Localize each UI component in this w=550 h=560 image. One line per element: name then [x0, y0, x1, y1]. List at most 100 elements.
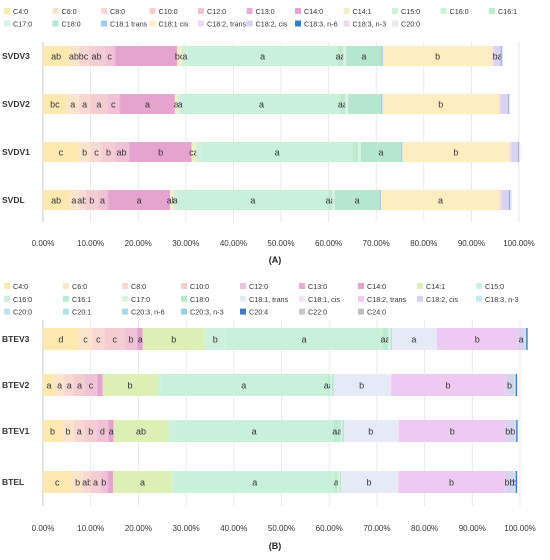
legend-swatch	[63, 283, 69, 289]
bar-segment	[69, 190, 79, 210]
bar-segment	[330, 374, 333, 396]
legend-swatch	[295, 8, 301, 14]
bar-segment	[204, 328, 226, 350]
legend-label: C13:0	[256, 7, 275, 16]
x-tick-label: 30.00%	[173, 524, 200, 533]
bar-segment	[78, 142, 91, 162]
legend-label: C14:0	[367, 282, 386, 291]
legend-swatch	[299, 308, 305, 315]
legend-swatch	[149, 8, 156, 14]
bar-data-label: a	[334, 478, 339, 488]
bar-segment	[504, 374, 515, 396]
bar-data-label: bc	[79, 52, 89, 62]
bar-segment	[508, 94, 510, 114]
legend-label: C20:0	[13, 308, 32, 317]
bar-segment	[337, 471, 340, 493]
bar-segment	[514, 471, 516, 493]
category-label: BTEV2	[2, 380, 30, 390]
bar-data-label: b	[435, 52, 440, 62]
legend-swatch	[476, 283, 482, 289]
bar-segment	[43, 142, 79, 162]
bar-segment	[54, 374, 65, 396]
bar-segment	[516, 420, 518, 442]
bar-data-label: a	[241, 381, 246, 391]
bar-segment	[128, 142, 130, 162]
x-tick-label: 0.00%	[32, 239, 55, 248]
legend-swatch	[63, 295, 69, 302]
bar-segment	[177, 94, 183, 114]
bar-segment	[494, 46, 501, 66]
bar-data-label: a	[361, 52, 366, 62]
bar-segment	[327, 374, 331, 396]
bar-segment	[104, 46, 115, 66]
bar-data-label: b	[507, 381, 512, 391]
bar-segment	[340, 420, 343, 442]
bar-segment	[345, 94, 349, 114]
bar-segment	[492, 46, 495, 66]
bar-segment	[177, 190, 329, 210]
bar-data-label: a	[252, 478, 257, 488]
legend-label: C18:1 cis	[159, 20, 189, 29]
legend-swatch	[52, 20, 59, 27]
legend-label: C18:3, n-6	[304, 20, 338, 29]
legend-label: C20:0	[401, 20, 420, 29]
legend-label: C13:0	[308, 282, 327, 291]
bar-segment	[517, 328, 525, 350]
bar-data-label: a	[178, 100, 183, 110]
x-tick-label: 40.00%	[220, 239, 247, 248]
bar-segment	[102, 142, 115, 162]
category-label: BTEL	[2, 477, 24, 487]
bar-segment	[83, 471, 91, 493]
bar-segment	[332, 374, 334, 396]
legend-swatch	[240, 283, 246, 289]
bar-segment	[84, 420, 97, 442]
bar-data-label: bb	[505, 427, 515, 437]
bar-segment	[396, 471, 399, 493]
bar-data-label: aa	[380, 335, 390, 345]
bar-data-label: aa	[338, 100, 348, 110]
bar-segment	[78, 328, 93, 350]
bar-segment	[125, 328, 137, 350]
bar-data-label: ab	[69, 52, 79, 62]
bar-segment	[174, 94, 178, 114]
bar-segment	[509, 190, 511, 210]
legend-swatch	[240, 308, 246, 315]
chart-panel-b: C4:0 C6:0 C8:0 C10:0 C12:0 C13:0 C14:0 C14:1 C15…	[2, 282, 536, 551]
bar-data-label: b	[101, 478, 106, 488]
category-label: BTEV1	[2, 426, 30, 436]
legend-swatch	[299, 295, 305, 302]
bar-segment	[333, 420, 341, 442]
bar-segment	[191, 142, 197, 162]
bar-segment	[160, 374, 328, 396]
bar-data-label: a	[77, 427, 82, 437]
bar-segment	[514, 420, 517, 442]
legend-label: C17:0	[131, 295, 150, 304]
bar-segment	[174, 471, 335, 493]
bar-data-label: a	[138, 335, 143, 345]
bar-segment	[360, 142, 401, 162]
bar-segment	[398, 471, 505, 493]
bar-data-label: b	[445, 381, 450, 391]
x-tick-label: 100.00%	[503, 239, 535, 248]
bar-data-label: ab	[136, 427, 146, 437]
bar-data-label: c	[96, 335, 101, 345]
bar-data-label: a	[145, 100, 150, 110]
legend-label: C18:1 trans	[110, 20, 148, 29]
bar-data-label: aa	[325, 196, 335, 206]
bar-data-label: ab	[117, 148, 127, 158]
bar-data-label: b	[438, 100, 443, 110]
bar-data-label: a	[109, 427, 114, 437]
bar-segment	[69, 46, 79, 66]
bar-segment	[96, 420, 108, 442]
bar-data-label: a	[70, 100, 75, 110]
bar-segment	[499, 190, 503, 210]
x-tick-label: 80.00%	[411, 524, 438, 533]
bar-segment	[518, 142, 519, 162]
bar-data-label: ca	[189, 148, 199, 158]
x-tick-label: 10.00%	[77, 524, 104, 533]
bar-segment	[435, 328, 438, 350]
bar-data-label: a	[93, 478, 98, 488]
bar-segment	[182, 94, 341, 114]
bar-segment	[343, 46, 347, 66]
legend-swatch	[4, 308, 10, 315]
